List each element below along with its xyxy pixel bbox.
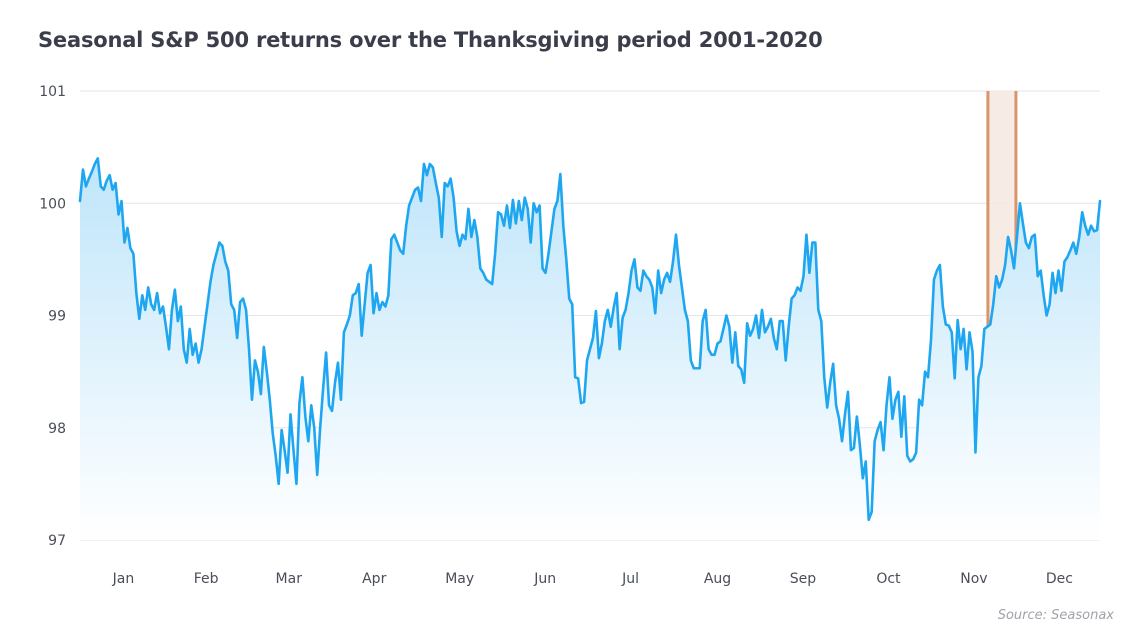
x-tick-label-sep: Sep [790,571,817,587]
y-tick-label-99: 99 [48,309,66,325]
x-tick-label-aug: Aug [704,571,731,587]
y-tick-label-98: 98 [48,421,66,437]
x-tick-label-jul: Jul [621,571,639,587]
y-tick-label-100: 100 [39,196,66,212]
x-tick-label-nov: Nov [960,571,987,587]
x-tick-label-may: May [445,571,474,587]
x-tick-label-jan: Jan [112,571,135,587]
source-note: Source: Seasonax [997,608,1114,623]
x-tick-label-oct: Oct [876,571,901,587]
chart-title: Seasonal S&P 500 returns over the Thanks… [38,28,823,52]
x-tick-label-dec: Dec [1046,571,1073,587]
line-layer [78,157,1102,522]
y-tick-label-97: 97 [48,533,66,549]
x-axis-ticks: Jan Feb Mar Apr May Jun Jul Aug Sep Oct Nov Dec [112,571,1073,587]
x-tick-label-feb: Feb [194,571,219,587]
y-tick-label-101: 101 [39,84,66,100]
x-tick-label-apr: Apr [362,571,386,587]
x-tick-label-jun: Jun [533,571,556,587]
y-axis-ticks: 97 98 99 100 101 [39,84,66,549]
series-line [78,157,1102,522]
x-tick-label-mar: Mar [276,571,303,587]
